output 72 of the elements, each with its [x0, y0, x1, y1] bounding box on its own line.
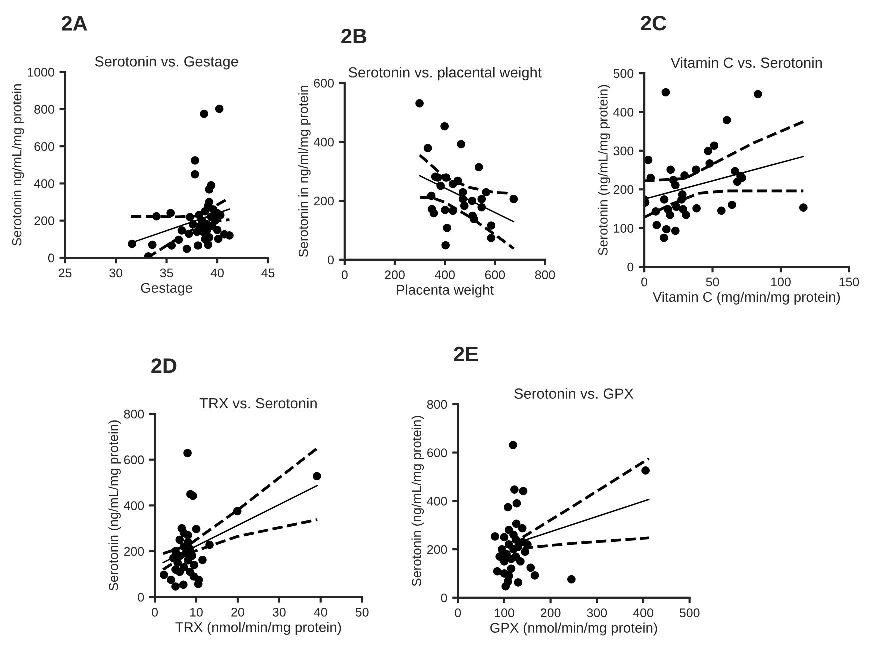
x-tick-label: 0: [642, 278, 648, 287]
y-tick-label: 200: [34, 216, 54, 226]
x-tick-label: 600: [485, 270, 506, 280]
x-tick-label: 400: [633, 608, 654, 618]
x-tick-label: 500: [680, 608, 700, 618]
y-tick-label: 0: [628, 262, 634, 272]
x-axis-title: Gestage: [141, 283, 192, 296]
x-axis-title: Placenta weight: [397, 284, 494, 298]
x-tick-label: 50: [356, 608, 369, 617]
x-tick-label: 200: [385, 270, 405, 280]
x-axis-title: GPX (nmol/min/mg protein): [490, 622, 658, 636]
x-tick-label: 800: [535, 270, 556, 280]
x-tick-label: 10: [190, 608, 203, 617]
text: 2E: [454, 346, 478, 362]
y-tick-label: 800: [124, 410, 144, 419]
y-tick-label: 400: [124, 501, 144, 510]
x-tick-label: 100: [495, 608, 514, 618]
y-tick-label: 400: [314, 138, 334, 147]
chart-title: Vitamin C vs. Serotonin: [670, 57, 822, 68]
y-tick-label: 600: [314, 79, 334, 88]
x-tick-label: 0: [152, 608, 158, 617]
y-tick-label: 800: [427, 400, 448, 410]
y-tick-label: 600: [124, 456, 144, 465]
y-axis-title: Serotonin in ng/ml/mg protein: [298, 86, 311, 258]
x-tick-label: 30: [272, 608, 286, 617]
y-tick-label: 200: [124, 547, 144, 556]
y-tick-label: 600: [428, 448, 448, 458]
x-tick-label: 0: [455, 608, 462, 618]
y-tick-label: 100: [614, 224, 634, 233]
x-tick-label: 40: [210, 268, 224, 278]
x-tick-label: 100: [772, 278, 791, 287]
y-tick-label: 200: [428, 545, 448, 554]
y-tick-label: 400: [427, 496, 448, 506]
y-axis-title: Serotonin ng/mL/mg protein: [12, 84, 24, 246]
chart-title: TRX vs. Serotonin: [200, 398, 317, 409]
y-tick-label: 0: [441, 594, 448, 603]
chart-title: Serotonin vs. Gestage: [95, 56, 238, 70]
y-tick-label: 400: [34, 179, 54, 188]
x-tick-label: 150: [840, 278, 860, 287]
x-axis-title: TRX (nmol/min/mg protein): [176, 622, 342, 636]
x-tick-label: 40: [314, 608, 328, 617]
text: 2B: [342, 28, 367, 44]
text: 2D: [152, 358, 177, 374]
x-tick-label: 300: [587, 608, 608, 618]
y-tick-label: 300: [614, 146, 634, 156]
x-tick-label: 50: [706, 278, 720, 287]
x-axis-title: Vitamin C (mg/min/mg protein): [652, 292, 840, 305]
x-tick-label: 20: [232, 608, 244, 617]
y-axis-title: Serotonin (ng/mL/mg protein): [598, 85, 610, 256]
y-tick-label: 600: [34, 142, 54, 152]
x-tick-label: 45: [262, 268, 275, 278]
y-tick-label: 0: [328, 256, 334, 265]
x-tick-label: 25: [59, 268, 72, 278]
chart-title: Serotonin vs. placental weight: [348, 67, 542, 81]
y-tick-label: 0: [138, 593, 144, 602]
text: 2A: [62, 16, 88, 31]
x-tick-label: 400: [434, 270, 456, 280]
y-tick-label: 200: [614, 185, 634, 194]
x-tick-label: 0: [342, 270, 348, 280]
y-tick-label: 200: [314, 196, 334, 206]
text: 2C: [641, 16, 667, 31]
y-tick-label: 500: [614, 69, 634, 78]
y-tick-label: 800: [34, 105, 54, 114]
y-tick-label: 400: [614, 108, 634, 117]
y-axis-title: Serotonin (ng/mL/mg protein): [108, 420, 121, 591]
y-tick-label: 0: [48, 254, 54, 263]
y-tick-label: 1000: [28, 68, 54, 77]
chart-title: Serotonin vs. GPX: [514, 388, 634, 400]
x-tick-label: 35: [160, 268, 174, 278]
x-tick-label: 200: [541, 608, 561, 618]
x-tick-label: 30: [110, 268, 123, 278]
y-axis-title: Serotonin (ng/mL/mg protein): [412, 416, 424, 586]
